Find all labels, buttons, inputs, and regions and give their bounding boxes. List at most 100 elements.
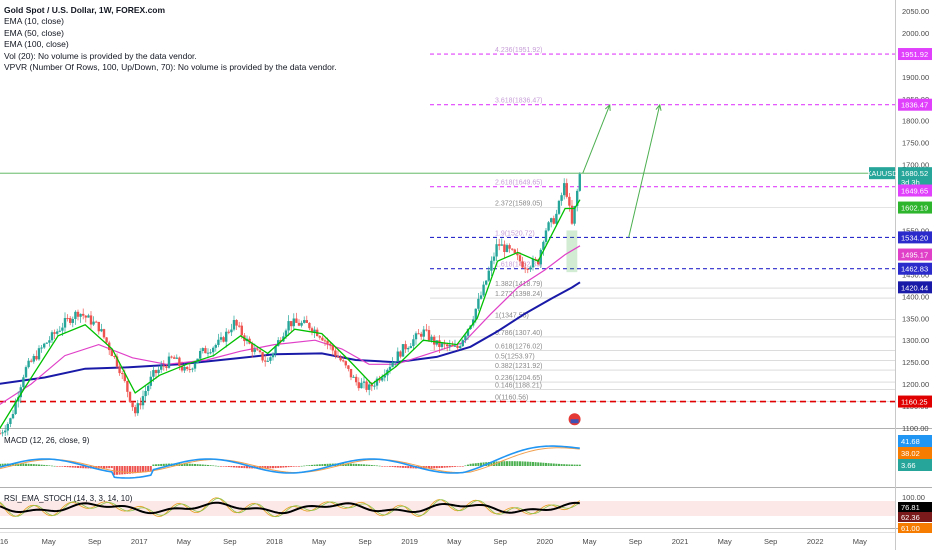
macd-histogram-bar (427, 466, 430, 469)
macd-value-bg (898, 435, 932, 447)
macd-histogram-bar (248, 466, 251, 469)
macd-histogram-bar (378, 465, 381, 467)
macd-histogram-bar (362, 464, 365, 466)
macd-histogram-bar (279, 466, 282, 468)
candle-body (360, 382, 363, 389)
candle-body (347, 365, 350, 369)
macd-histogram-bar (53, 465, 56, 467)
macd-histogram-bar (461, 466, 464, 467)
candle-body (87, 315, 90, 318)
macd-value-bg (898, 447, 932, 459)
candle-body (289, 321, 293, 327)
candle-body (35, 356, 38, 360)
y-tick-label: 1550.00 (902, 226, 929, 235)
candle-body (425, 329, 428, 331)
macd-histogram-bar (110, 466, 113, 469)
price-label-bg (898, 395, 932, 408)
candle-body (542, 241, 545, 250)
candle-body (305, 320, 308, 323)
candle-body (308, 322, 311, 329)
fib-level-label: 1.272(1398.24) (495, 291, 542, 298)
macd-histogram-bar (24, 463, 27, 466)
ema100-legend[interactable]: EMA (100, close) (4, 39, 69, 50)
candle-body (295, 318, 298, 323)
candle-body (185, 366, 189, 370)
macd-histogram-bar (82, 466, 85, 469)
macd-label[interactable]: MACD (12, 26, close, 9) (4, 436, 90, 445)
candle-body (115, 356, 119, 367)
x-tick-label: 2020 (536, 537, 553, 546)
candle-body (42, 343, 46, 348)
candle-body (29, 360, 33, 362)
candle-body (505, 245, 509, 252)
candle-body (167, 356, 171, 368)
candle-body (487, 270, 490, 281)
macd-histogram-bar (30, 463, 33, 466)
macd-histogram-bar (118, 466, 121, 475)
macd-histogram-bar (232, 466, 235, 468)
macd-histogram-bar (477, 462, 480, 466)
candle-body (362, 381, 366, 383)
macd-histogram-bar (84, 466, 87, 469)
x-tick-label: May (853, 537, 867, 546)
macd-histogram-bar (440, 466, 443, 468)
candle-body (211, 347, 215, 353)
symbol-tag: XAUUSD (866, 169, 898, 178)
macd-histogram-bar (386, 466, 389, 467)
fib-level-label: 1.9(1520.72) (495, 230, 535, 237)
macd-histogram-bar (542, 462, 545, 466)
ema50-legend[interactable]: EMA (50, close) (4, 27, 64, 38)
macd-histogram-bar (56, 466, 59, 467)
fib-level-label: 2.372(1589.05) (495, 201, 542, 208)
rsi-label[interactable]: RSI_EMA_STOCH (14, 3, 3, 14, 10) (4, 494, 133, 503)
candle-body (526, 268, 529, 270)
macd-histogram-bar (149, 466, 152, 472)
macd-histogram-bar (230, 466, 233, 468)
candle-body (105, 337, 108, 343)
price-label-bg (898, 231, 932, 244)
candle-body (427, 330, 431, 341)
projection-arrow (582, 104, 611, 174)
candle-body (276, 340, 280, 347)
candle-body (401, 344, 405, 357)
candle-body (523, 267, 527, 269)
candle-body (120, 373, 124, 375)
candle-body (157, 369, 160, 374)
macd-histogram-bar (329, 463, 332, 466)
macd-histogram-bar (490, 461, 493, 466)
volume-legend[interactable]: Vol (20): No volume is provided by the d… (4, 50, 197, 61)
price-label: 3d 3h (901, 178, 920, 187)
macd-histogram-bar (121, 466, 124, 475)
ema10-legend[interactable]: EMA (10, close) (4, 16, 64, 27)
vpvr-legend[interactable]: VPVR (Number Of Rows, 100, Up/Down, 70):… (4, 62, 337, 73)
price-label-bg (898, 98, 932, 111)
x-tick-label: May (42, 537, 56, 546)
candle-body (141, 396, 145, 406)
price-label: 1495.17 (901, 251, 928, 260)
candle-body (45, 342, 48, 344)
candle-body (165, 366, 168, 368)
candle-body (336, 355, 340, 358)
macd-histogram-bar (71, 466, 74, 468)
macd-histogram-bar (469, 463, 472, 466)
macd-histogram-bar (165, 463, 168, 466)
macd-histogram-bar (245, 466, 248, 469)
fib-level-label: 4.236(1951.92) (495, 47, 542, 54)
macd-histogram-bar (516, 461, 519, 466)
candle-body (461, 340, 464, 347)
rsi-axis-label: 100.00 (902, 493, 925, 502)
candle-body (178, 357, 181, 367)
macd-histogram-bar (570, 464, 573, 466)
x-tick-label: May (447, 537, 461, 546)
candle-body (456, 345, 459, 349)
fib-level-label: 0.618(1276.02) (495, 344, 542, 351)
candle-body (271, 353, 275, 358)
candle-body (183, 366, 186, 371)
candle-body (578, 174, 581, 191)
candle-body (263, 360, 267, 362)
x-tick-label: Sep (88, 537, 101, 546)
macd-histogram-bar (578, 464, 581, 466)
candle-body (573, 206, 576, 224)
ema100-line (0, 281, 581, 385)
